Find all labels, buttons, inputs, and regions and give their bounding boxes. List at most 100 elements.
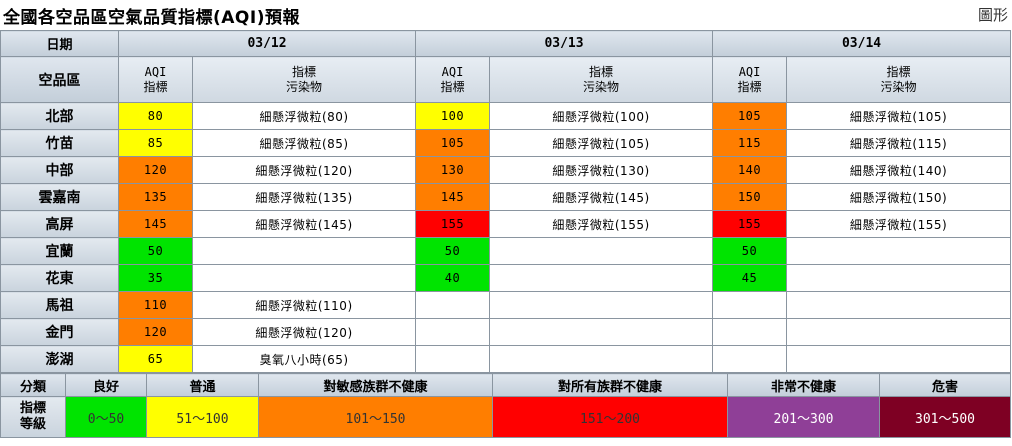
aqi-value-cell — [415, 291, 491, 319]
table-row: 宜蘭 50 50 50 — [0, 237, 1012, 265]
aqi-value-cell: 155 — [712, 210, 788, 238]
pollutant-column-header: 指標 污染物 — [191, 56, 417, 103]
aqi-value-cell: 140 — [712, 156, 788, 184]
pollutant-cell — [489, 237, 714, 265]
legend-level-label-line2: 等級 — [19, 417, 46, 432]
aqi-column-header: AQI 指標 — [415, 56, 491, 103]
table-row: 花東 35 40 45 — [0, 264, 1012, 292]
aqi-value-cell: 65 — [118, 345, 193, 373]
pollutant-cell: 細懸浮微粒(105) — [786, 102, 1012, 130]
aqi-value-cell: 120 — [118, 156, 193, 184]
aqi-header-line2: 指標 — [143, 79, 168, 94]
legend-level-name: 非常不健康 — [727, 373, 880, 397]
region-cell: 中部 — [0, 156, 119, 184]
pollutant-cell: 細懸浮微粒(85) — [191, 129, 417, 157]
pollutant-cell: 細懸浮微粒(120) — [191, 318, 417, 346]
pollutant-cell: 細懸浮微粒(155) — [786, 210, 1012, 238]
page-header: 全國各空品區空氣品質指標(AQI)預報 圖形 — [0, 0, 1012, 30]
region-header: 空品區 — [0, 56, 119, 103]
pollutant-cell: 細懸浮微粒(140) — [786, 156, 1012, 184]
pollutant-header-line2: 污染物 — [880, 79, 917, 94]
aqi-value-cell — [712, 345, 788, 373]
pollutant-header-line1: 指標 — [589, 64, 614, 79]
table-row: 竹苗 85 細懸浮微粒(85) 105 細懸浮微粒(105) 115 細懸浮微粒(115) — [0, 129, 1012, 157]
date-column-header: 03/12 — [117, 30, 417, 57]
aqi-value-cell: 105 — [415, 129, 491, 157]
pollutant-header-line2: 污染物 — [583, 79, 620, 94]
aqi-legend: 分類 良好 普通 對敏感族群不健康 對所有族群不健康 非常不健康 危害 指標 等級… — [0, 373, 1011, 438]
legend-range-sensitive: 101～150 — [258, 396, 493, 438]
pollutant-cell: 細懸浮微粒(145) — [489, 183, 714, 211]
legend-level-name: 良好 — [65, 373, 147, 397]
pollutant-header-line1: 指標 — [886, 64, 911, 79]
legend-level-name: 對所有族群不健康 — [492, 373, 728, 397]
aqi-value-cell: 50 — [118, 237, 193, 265]
legend-range-moderate: 51～100 — [146, 396, 259, 438]
pollutant-column-header: 指標 污染物 — [489, 56, 714, 103]
region-cell: 金門 — [0, 318, 119, 346]
region-cell: 宜蘭 — [0, 237, 119, 265]
aqi-header-line1: AQI — [441, 64, 464, 79]
aqi-value-cell — [712, 291, 788, 319]
legend-range-very-unhealthy: 201～300 — [727, 396, 880, 438]
aqi-value-cell: 130 — [415, 156, 491, 184]
legend-range-unhealthy: 151～200 — [492, 396, 728, 438]
aqi-header-line2: 指標 — [737, 79, 762, 94]
date-column-header: 03/14 — [712, 30, 1012, 57]
pollutant-cell — [489, 264, 714, 292]
aqi-value-cell: 135 — [118, 183, 193, 211]
aqi-value-cell: 50 — [415, 237, 491, 265]
region-cell: 馬祖 — [0, 291, 119, 319]
pollutant-cell: 細懸浮微粒(105) — [489, 129, 714, 157]
pollutant-column-header: 指標 污染物 — [786, 56, 1012, 103]
aqi-value-cell: 80 — [118, 102, 193, 130]
aqi-value-cell: 40 — [415, 264, 491, 292]
graph-view-link[interactable]: 圖形 — [977, 6, 1008, 24]
aqi-column-header: AQI 指標 — [712, 56, 788, 103]
region-cell: 花東 — [0, 264, 119, 292]
aqi-value-cell: 35 — [118, 264, 193, 292]
aqi-column-header: AQI 指標 — [118, 56, 193, 103]
pollutant-cell: 細懸浮微粒(130) — [489, 156, 714, 184]
date-header: 日期 — [0, 30, 119, 57]
region-cell: 竹苗 — [0, 129, 119, 157]
aqi-value-cell: 85 — [118, 129, 193, 157]
aqi-value-cell — [712, 318, 788, 346]
legend-level-name: 危害 — [879, 373, 1011, 397]
aqi-value-cell: 115 — [712, 129, 788, 157]
region-cell: 澎湖 — [0, 345, 119, 373]
aqi-value-cell — [415, 318, 491, 346]
aqi-value-cell: 45 — [712, 264, 788, 292]
pollutant-cell — [191, 237, 417, 265]
legend-level-label: 指標 等級 — [0, 396, 66, 438]
pollutant-cell: 細懸浮微粒(155) — [489, 210, 714, 238]
region-cell: 雲嘉南 — [0, 183, 119, 211]
aqi-value-cell: 120 — [118, 318, 193, 346]
legend-range-hazardous: 301～500 — [879, 396, 1011, 438]
aqi-value-cell: 105 — [712, 102, 788, 130]
pollutant-cell — [786, 345, 1012, 373]
pollutant-cell — [489, 291, 714, 319]
pollutant-cell: 細懸浮微粒(100) — [489, 102, 714, 130]
pollutant-cell — [489, 345, 714, 373]
pollutant-cell — [786, 318, 1012, 346]
date-column-header: 03/13 — [415, 30, 714, 57]
pollutant-header-line1: 指標 — [292, 64, 317, 79]
aqi-value-cell: 150 — [712, 183, 788, 211]
page-title: 全國各空品區空氣品質指標(AQI)預報 — [3, 8, 300, 28]
pollutant-cell: 細懸浮微粒(115) — [786, 129, 1012, 157]
pollutant-cell: 細懸浮微粒(80) — [191, 102, 417, 130]
pollutant-cell: 細懸浮微粒(120) — [191, 156, 417, 184]
table-row: 雲嘉南 135 細懸浮微粒(135) 145 細懸浮微粒(145) 150 細懸浮微粒(15… — [0, 183, 1012, 211]
table-row: 北部 80 細懸浮微粒(80) 100 細懸浮微粒(100) 105 細懸浮微粒(105) — [0, 102, 1012, 130]
aqi-value-cell: 155 — [415, 210, 491, 238]
pollutant-header-line2: 污染物 — [286, 79, 323, 94]
region-cell: 高屏 — [0, 210, 119, 238]
aqi-value-cell: 110 — [118, 291, 193, 319]
table-row: 高屏 145 細懸浮微粒(145) 155 細懸浮微粒(155) 155 細懸浮微粒(155… — [0, 210, 1012, 238]
legend-level-name: 普通 — [146, 373, 259, 397]
pollutant-cell: 細懸浮微粒(150) — [786, 183, 1012, 211]
pollutant-cell: 細懸浮微粒(110) — [191, 291, 417, 319]
pollutant-cell: 細懸浮微粒(145) — [191, 210, 417, 238]
table-row: 澎湖 65 臭氧八小時(65) — [0, 345, 1012, 373]
